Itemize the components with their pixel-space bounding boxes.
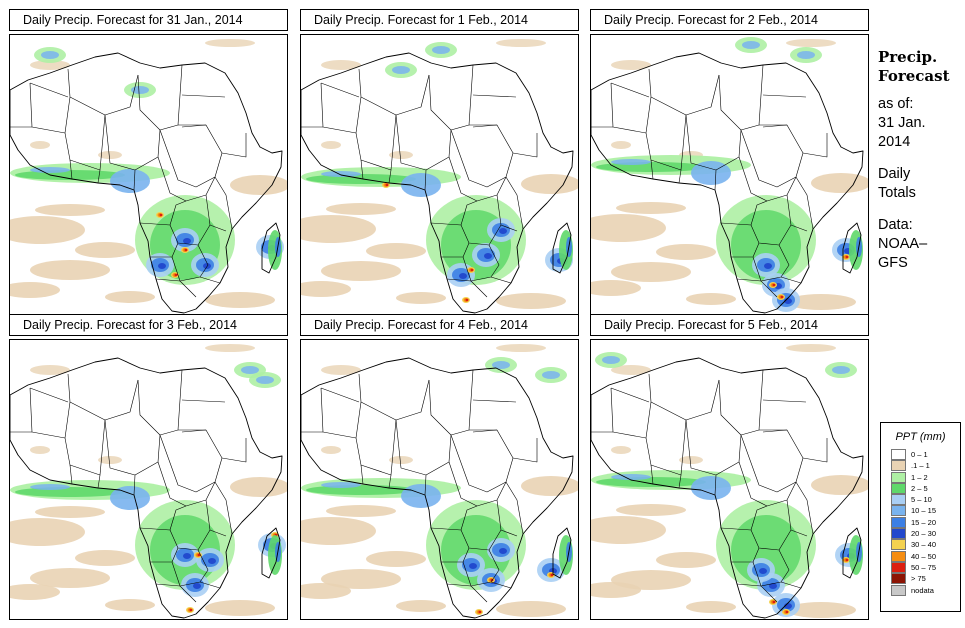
panel-title: Daily Precip. Forecast for 4 Feb., 2014	[300, 314, 579, 336]
legend-swatch	[891, 516, 906, 528]
data-source-1: NOAA–	[878, 236, 928, 252]
legend-swatch	[891, 539, 906, 551]
legend-swatch	[891, 561, 906, 573]
legend-swatch	[891, 584, 906, 596]
heading-precip: Precip.	[878, 48, 938, 66]
legend-label: 5 – 10	[911, 495, 932, 505]
legend-title: PPT (mm)	[895, 431, 946, 443]
forecast-panel-4: Daily Precip. Forecast for 3 Feb., 2014	[9, 314, 288, 620]
forecast-info: Precip. Forecast as of: 31 Jan. 2014 Dai…	[878, 48, 964, 273]
issue-date: 31 Jan.	[878, 115, 926, 131]
forecast-panel-3: Daily Precip. Forecast for 2 Feb., 2014	[590, 9, 869, 315]
africa-map	[10, 344, 287, 619]
legend-label: 2 – 5	[911, 483, 928, 493]
forecast-panel-1: Daily Precip. Forecast for 31 Jan., 2014	[9, 9, 288, 315]
legend-swatch	[891, 482, 906, 494]
legend-label: nodata	[911, 585, 934, 595]
precip-map	[9, 339, 288, 620]
legend-label: 40 – 50	[911, 551, 937, 561]
legend-swatch	[891, 505, 906, 517]
legend-label: 1 – 2	[911, 472, 928, 482]
legend-swatch	[891, 449, 906, 460]
africa-map	[301, 344, 578, 619]
legend-label: 10 – 15	[911, 506, 937, 516]
legend-swatch	[891, 494, 906, 506]
daily-label: Daily	[878, 166, 911, 182]
as-of-label: as of:	[878, 96, 914, 112]
africa-map	[10, 39, 287, 314]
legend-label: 20 – 30	[911, 529, 937, 539]
heading-forecast: Forecast	[878, 67, 950, 85]
precip-map	[300, 34, 579, 315]
africa-map	[591, 344, 868, 619]
precip-map	[590, 34, 869, 315]
data-label: Data:	[878, 217, 913, 233]
panel-title: Daily Precip. Forecast for 31 Jan., 2014	[9, 9, 288, 31]
totals-label: Totals	[878, 185, 916, 201]
legend-label: 15 – 20	[911, 517, 937, 527]
africa-map	[591, 37, 868, 314]
legend-label: 50 – 75	[911, 562, 937, 572]
legend-label: 30 – 40	[911, 540, 937, 550]
legend-label: .1 – 1	[911, 461, 930, 471]
panel-title: Daily Precip. Forecast for 5 Feb., 2014	[590, 314, 869, 336]
precip-map	[590, 339, 869, 620]
panel-title: Daily Precip. Forecast for 1 Feb., 2014	[300, 9, 579, 31]
legend-swatch	[891, 528, 906, 540]
forecast-panel-6: Daily Precip. Forecast for 5 Feb., 2014	[590, 314, 869, 620]
forecast-panel-5: Daily Precip. Forecast for 4 Feb., 2014	[300, 314, 579, 620]
africa-map	[301, 39, 578, 314]
legend-swatch	[891, 471, 906, 483]
issue-year: 2014	[878, 134, 911, 150]
precip-map	[300, 339, 579, 620]
forecast-panel-2: Daily Precip. Forecast for 1 Feb., 2014	[300, 9, 579, 315]
legend-swatch	[891, 573, 906, 585]
data-source-2: GFS	[878, 255, 908, 271]
legend-swatch	[891, 550, 906, 562]
legend-label: 0 – 1	[911, 450, 928, 459]
legend-swatch	[891, 460, 906, 472]
legend-label: > 75	[911, 574, 926, 584]
panel-title: Daily Precip. Forecast for 2 Feb., 2014	[590, 9, 869, 31]
panel-title: Daily Precip. Forecast for 3 Feb., 2014	[9, 314, 288, 336]
precip-map	[9, 34, 288, 315]
